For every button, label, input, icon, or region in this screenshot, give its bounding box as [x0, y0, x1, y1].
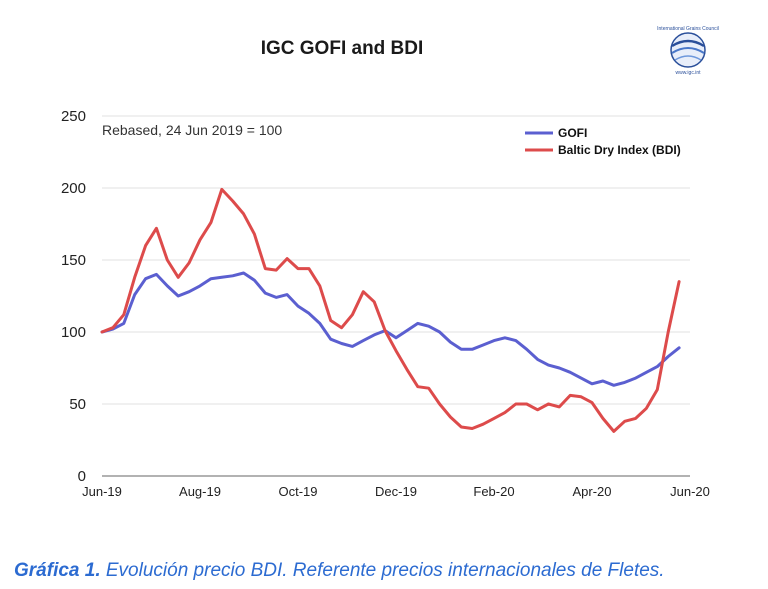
x-tick-label: Jun-19 — [82, 484, 122, 499]
x-tick-label: Feb-20 — [473, 484, 514, 499]
globe-arc-icon — [671, 39, 705, 48]
y-axis: 0 50 100 150 200 250 — [61, 108, 86, 485]
chart-title: IGC GOFI and BDI — [261, 38, 424, 59]
globe-arc-icon — [674, 55, 702, 61]
series-line-bdi — [100, 187, 681, 433]
legend-label-gofi: GOFI — [558, 126, 587, 140]
x-tick-label: Oct-19 — [278, 484, 317, 499]
logo-org-text: International Grains Council — [657, 26, 719, 32]
logo-url-text: www.igc.int — [675, 70, 701, 76]
y-tick-label: 250 — [61, 108, 86, 125]
x-tick-label: Jun-20 — [670, 484, 710, 499]
x-axis: Jun-19 Aug-19 Oct-19 Dec-19 Feb-20 Apr-20 Jun-… — [82, 484, 710, 499]
globe-arc-icon — [671, 47, 705, 54]
x-tick-label: Dec-19 — [375, 484, 417, 499]
y-tick-label: 150 — [61, 252, 86, 269]
x-tick-label: Apr-20 — [572, 484, 611, 499]
caption-text: Evolución precio BDI. Referente precios … — [100, 560, 665, 581]
x-tick-label: Aug-19 — [179, 484, 221, 499]
y-tick-label: 50 — [69, 396, 86, 413]
grid — [102, 115, 690, 477]
igc-logo: International Grains Council www.igc.int — [657, 26, 719, 76]
caption-label: Gráfica 1. — [14, 560, 101, 581]
series-line-gofi — [100, 271, 681, 387]
y-tick-label: 0 — [78, 468, 86, 485]
series-lines — [100, 187, 681, 433]
chart-annotation: Rebased, 24 Jun 2019 = 100 — [102, 122, 282, 138]
y-tick-label: 200 — [61, 180, 86, 197]
figure-caption: Gráfica 1. Evolución precio BDI. Referen… — [14, 560, 754, 582]
legend: GOFI Baltic Dry Index (BDI) — [525, 126, 681, 157]
y-tick-label: 100 — [61, 324, 86, 341]
legend-label-bdi: Baltic Dry Index (BDI) — [558, 143, 681, 157]
